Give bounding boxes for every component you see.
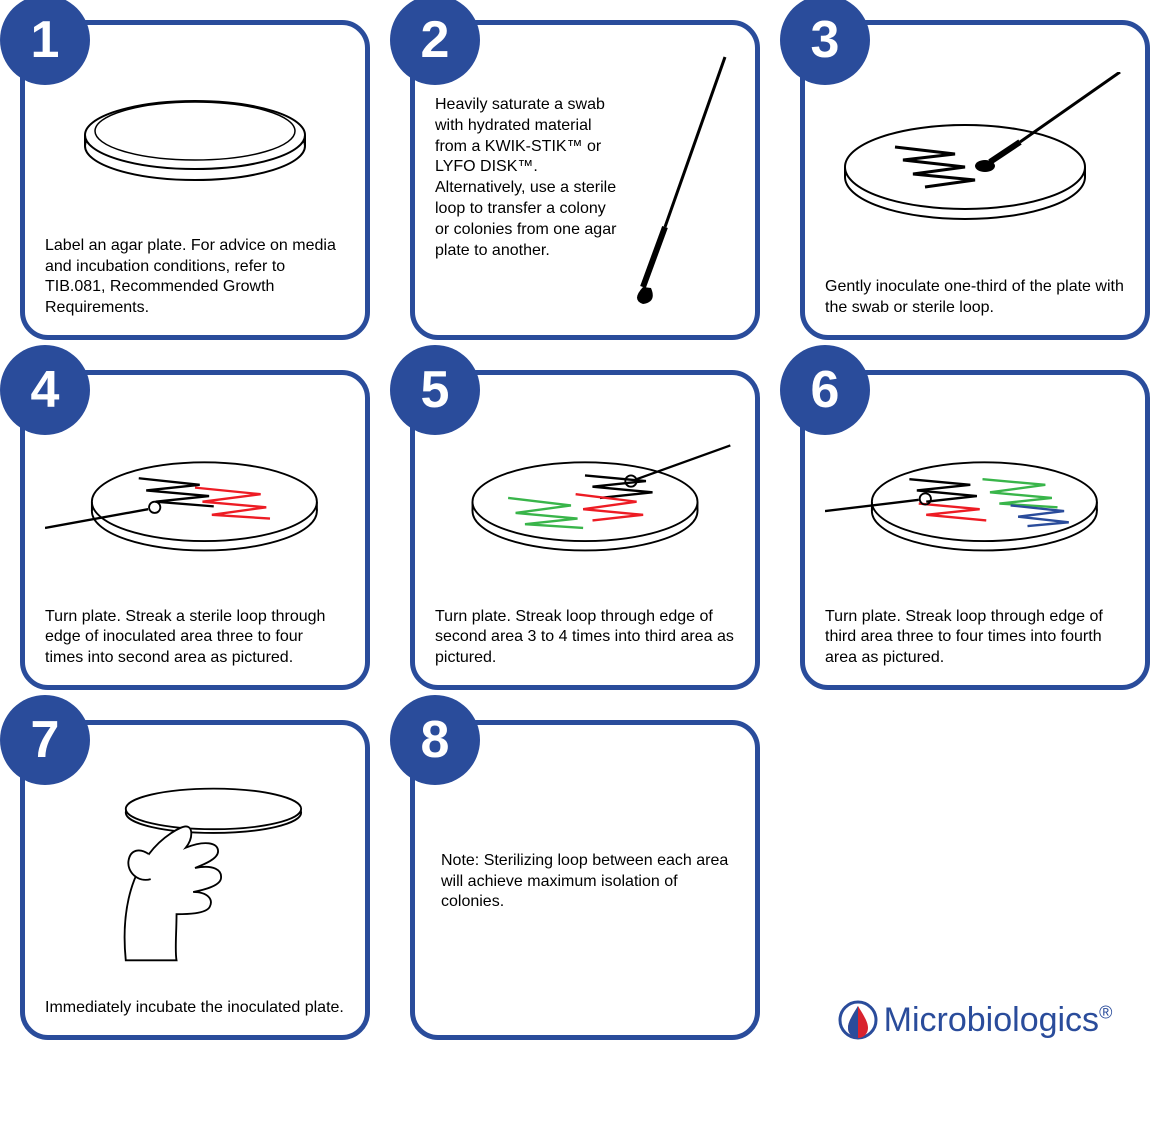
- logo-text: Microbiologics®: [884, 1001, 1113, 1040]
- illustration-none: Note: Sterilizing loop between each area…: [435, 745, 735, 1019]
- step-card-7: 7 Immediately incubate the inoculated pl…: [20, 720, 370, 1040]
- step-caption: Turn plate. Streak a sterile loop throug…: [45, 607, 345, 669]
- step-card-2: 2 Heavily saturate a swab with hydrated …: [410, 20, 760, 340]
- step-card-4: 4 Turn plate. Streak a sterile loop thro…: [20, 370, 370, 690]
- step-caption: Turn plate. Streak loop through edge of …: [825, 607, 1125, 669]
- logo-registered: ®: [1099, 1002, 1112, 1022]
- logo-container: Microbiologics®: [800, 720, 1150, 1040]
- illustration-empty-plate: [45, 45, 345, 228]
- step-caption: Immediately incubate the inoculated plat…: [45, 998, 345, 1019]
- step-card-1: 1 Label an agar plate. For advice on med…: [20, 20, 370, 340]
- step-caption: Label an agar plate. For advice on media…: [45, 236, 345, 319]
- steps-grid: 1 Label an agar plate. For advice on med…: [20, 20, 1150, 1040]
- illustration-streak-4: [825, 395, 1125, 599]
- step-card-8: 8 Note: Sterilizing loop between each ar…: [410, 720, 760, 1040]
- illustration-streak-1: [825, 45, 1125, 269]
- brand-logo: Microbiologics®: [838, 1000, 1113, 1040]
- step-card-6: 6 Turn plate. Streak loop through edge o…: [800, 370, 1150, 690]
- logo-droplet-icon: [838, 1000, 878, 1040]
- illustration-hand-lid: [45, 745, 345, 990]
- illustration-swab: [625, 45, 735, 319]
- illustration-streak-3: [435, 395, 735, 599]
- step-caption: Gently inoculate one-third of the plate …: [825, 277, 1125, 319]
- illustration-streak-2: [45, 395, 345, 599]
- step-card-3: 3 Gently inoculate one-third of the plat…: [800, 20, 1150, 340]
- step-caption: Turn plate. Streak loop through edge of …: [435, 607, 735, 669]
- logo-word: Microbiologics: [884, 1001, 1099, 1039]
- step-caption: Note: Sterilizing loop between each area…: [435, 851, 735, 913]
- step-badge: 2: [390, 0, 480, 85]
- step-card-5: 5 Turn plate. Streak loop through edge o…: [410, 370, 760, 690]
- step-caption: Heavily saturate a swab with hydrated ma…: [435, 95, 625, 319]
